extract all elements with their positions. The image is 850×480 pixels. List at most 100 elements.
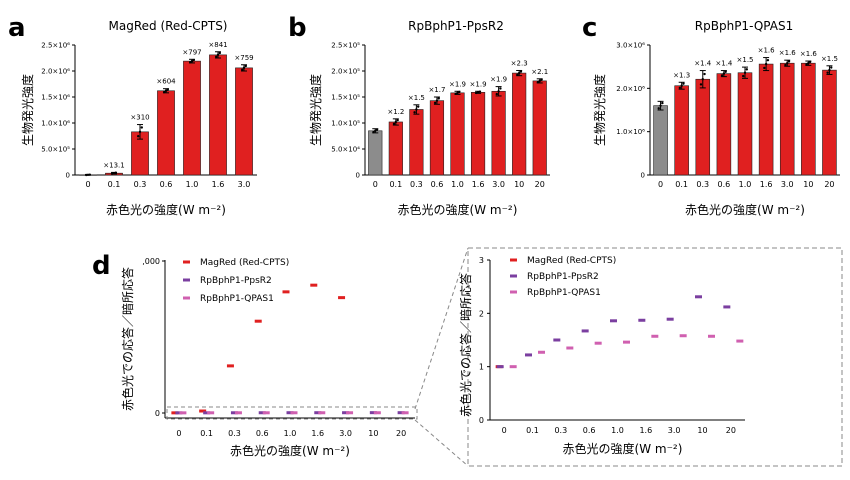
panel-letter-b: b — [288, 13, 307, 43]
scatter-chart-d-inset: 0 1 2 3 0 0.1 0.3 0.6 1.0 1.6 3.0 10 20 MagRed (Red-C… — [458, 247, 843, 467]
x-axis-label: 赤色光の強度(W m⁻²) — [563, 441, 683, 456]
data-point — [234, 411, 242, 415]
x-tick-label: 20 — [824, 180, 834, 189]
fold-change-label: ×1.6 — [779, 49, 797, 57]
x-tick-label: 1.6 — [311, 429, 324, 438]
replicate-dot — [784, 63, 787, 67]
x-tick-label: 3.0 — [492, 180, 505, 189]
data-point — [666, 317, 674, 321]
chart-title: MagRed (Red-CPTS) — [109, 19, 228, 33]
y-tick-label: 1.0×10⁵ — [331, 120, 360, 128]
x-tick-label: 1.0 — [284, 429, 297, 438]
x-tick-label: 0.6 — [431, 180, 444, 189]
data-point — [290, 411, 298, 415]
replicate-dot — [787, 60, 791, 63]
replicate-dot — [475, 91, 478, 95]
panel-letter-d: d — [92, 251, 111, 281]
x-tick-label: 0.3 — [554, 426, 567, 435]
panel-letter-c: c — [582, 13, 597, 43]
y-tick-label: 1 — [479, 363, 484, 372]
replicate-dot — [828, 68, 831, 72]
data-point — [346, 411, 354, 415]
y-tick-label: 2.0×10⁵ — [331, 68, 360, 76]
replicate-dot — [476, 91, 480, 94]
fold-change-label: ×1.9 — [470, 80, 487, 88]
bar — [388, 121, 403, 176]
replicate-dot — [516, 73, 519, 76]
bar — [674, 85, 689, 176]
y-tick-label: 2.5×10⁶ — [41, 42, 70, 50]
legend-label: RpBphP1-PpsR2 — [527, 272, 599, 282]
fold-change-label: ×797 — [182, 48, 201, 56]
x-tick-label: 1.0 — [186, 180, 199, 189]
y-tick-label: 0 — [155, 409, 160, 418]
bar — [183, 60, 201, 176]
fold-change-label: ×310 — [130, 114, 149, 122]
bar — [758, 63, 774, 176]
replicate-dot — [218, 51, 221, 55]
data-point — [581, 329, 589, 333]
replicate-dot — [241, 68, 244, 71]
data-point — [736, 339, 744, 343]
data-point — [310, 283, 318, 287]
data-point — [203, 411, 211, 415]
replicate-dot — [415, 108, 418, 111]
bar-chart-a: MagRed (Red-CPTS) 0 5.0×10⁵ 1.0×10⁶ 1.5×10⁶ 2… — [20, 19, 257, 217]
data-point — [623, 340, 630, 344]
replicate-dot — [495, 92, 499, 96]
replicate-dot — [720, 74, 724, 77]
replicate-dot — [138, 130, 142, 134]
replicate-dot — [742, 74, 745, 78]
data-point — [230, 411, 238, 415]
bar — [450, 92, 465, 176]
data-point — [207, 411, 215, 415]
data-point — [509, 365, 517, 369]
y-tick-label: 2.0×10⁶ — [616, 85, 645, 93]
data-point — [175, 411, 183, 415]
data-point — [282, 290, 290, 294]
replicate-dot — [190, 59, 194, 63]
data-point — [314, 411, 322, 415]
replicate-dot — [659, 104, 662, 107]
legend-label: RpBphP1-PpsR2 — [200, 276, 272, 286]
x-tick-label: 10 — [368, 429, 378, 438]
data-point — [708, 334, 715, 338]
replicate-dot — [216, 53, 220, 57]
x-tick-label: 3.0 — [668, 426, 681, 435]
data-point — [318, 411, 326, 415]
replicate-dot — [112, 171, 116, 175]
data-point — [553, 338, 561, 342]
y-tick-label: 0 — [479, 416, 484, 425]
replicate-dot — [416, 105, 420, 108]
replicate-dot — [85, 173, 88, 177]
bar — [429, 100, 445, 176]
x-tick-label: 1.0 — [739, 180, 752, 189]
x-tick-label: 3.0 — [781, 180, 794, 189]
y-axis-label: 赤色光での応答／暗所応答 — [120, 267, 135, 411]
bar — [779, 62, 795, 176]
replicate-dot — [661, 101, 664, 105]
legend-label: MagRed (Red-CPTS) — [200, 258, 289, 268]
replicate-dot — [375, 128, 379, 131]
bar — [653, 105, 668, 176]
data-point — [286, 411, 294, 415]
bar — [801, 62, 816, 176]
replicate-dot — [163, 90, 166, 94]
data-point — [258, 411, 266, 415]
replicate-dot — [140, 126, 143, 129]
replicate-dot — [538, 79, 541, 83]
y-tick-label: 2.5×10⁵ — [331, 42, 360, 50]
x-tick-label: 0.3 — [410, 180, 423, 189]
replicate-dot — [724, 70, 727, 73]
replicate-dot — [703, 72, 706, 76]
bar — [695, 78, 711, 176]
fold-change-label: ×1.4 — [715, 60, 733, 68]
fold-change-label: ×1.5 — [737, 56, 754, 64]
replicate-dot — [433, 101, 437, 105]
replicate-dot — [392, 122, 396, 126]
replicate-dot — [519, 70, 523, 73]
replicate-dot — [517, 71, 521, 75]
replicate-dot — [540, 78, 543, 81]
y-tick-label: 2.0×10⁶ — [41, 68, 70, 76]
data-point — [401, 411, 409, 415]
